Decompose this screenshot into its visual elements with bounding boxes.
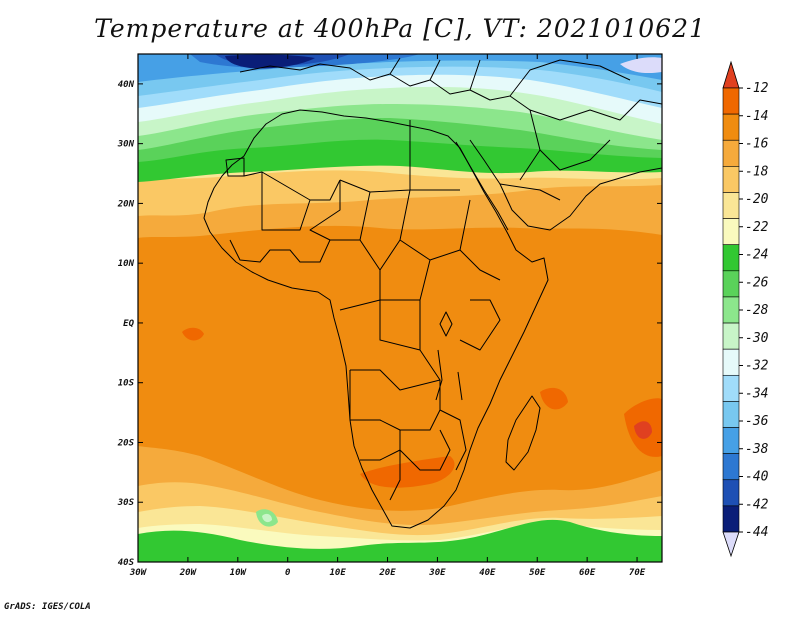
madagascar-coastline bbox=[505, 395, 541, 471]
colorbar-label: -28 bbox=[745, 303, 769, 318]
border-mozambique bbox=[439, 409, 467, 471]
colorbar-swatch bbox=[722, 479, 740, 507]
lon-tick-label: 30E bbox=[428, 568, 446, 578]
lon-tick-label: 30W bbox=[129, 568, 148, 578]
lon-tick-label: 20E bbox=[378, 568, 396, 578]
lat-tick-label: 30N bbox=[117, 140, 135, 150]
temp-spot-hot-indian-ocean bbox=[634, 421, 652, 439]
middle-east-coast bbox=[469, 139, 662, 231]
border-southern-africa bbox=[360, 429, 451, 501]
colorbar-swatch bbox=[722, 374, 740, 402]
map-frame bbox=[137, 53, 663, 563]
lon-tick-label: 10E bbox=[329, 568, 346, 578]
red-sea-coast bbox=[455, 141, 509, 231]
colorbar-swatch bbox=[722, 322, 740, 350]
colorbar-label: -22 bbox=[745, 220, 769, 235]
grads-credit: GrADS: IGES/COLA bbox=[4, 602, 91, 612]
border-arabia bbox=[499, 149, 561, 201]
colorbar-label: -36 bbox=[745, 414, 769, 429]
colorbar-swatch bbox=[722, 427, 740, 454]
lat-tick-label: 20N bbox=[117, 199, 135, 209]
colorbar-swatch bbox=[722, 192, 740, 219]
colorbar-label: -30 bbox=[745, 331, 769, 346]
temp-spot-warm-southern-africa bbox=[360, 456, 455, 488]
temperature-field bbox=[138, 54, 662, 562]
lat-tick-label: 30S bbox=[117, 498, 135, 508]
border-niger-chad bbox=[309, 180, 371, 241]
border-libya-egypt bbox=[339, 120, 460, 193]
colorbar-label: -38 bbox=[745, 442, 769, 457]
colorbar-swatch bbox=[722, 244, 740, 272]
colorbar-top-triangle bbox=[722, 60, 740, 89]
lon-tick-label: 60E bbox=[579, 568, 596, 578]
colorbar-swatch bbox=[722, 505, 740, 533]
colorbar-label: -18 bbox=[745, 164, 769, 179]
lat-tick-label: 10N bbox=[118, 259, 135, 269]
temp-spot-south-pale-green bbox=[262, 513, 272, 523]
lat-tick-label: 40S bbox=[118, 558, 135, 568]
lon-tick-label: 50E bbox=[529, 568, 546, 578]
colorbar-label: -12 bbox=[745, 81, 769, 96]
colorbar-swatch bbox=[722, 87, 740, 115]
lon-tick-label: 40E bbox=[479, 568, 496, 578]
colorbar-label: -14 bbox=[745, 109, 768, 124]
lat-tick-label: 40N bbox=[118, 80, 135, 90]
colorbar-swatch bbox=[722, 296, 740, 324]
colorbar: -12 -14 -16 -18 -20 -22 -24 -26 -28 -30 -32 -34 -36 -… bbox=[722, 60, 769, 558]
latitude-axis: 40N 30N 20N 10N EQ 10S 20S 30S 40S bbox=[117, 80, 662, 568]
border-central bbox=[359, 239, 431, 301]
great-lakes bbox=[435, 311, 463, 401]
colorbar-swatch bbox=[722, 348, 740, 376]
colorbar-bottom-triangle bbox=[722, 531, 740, 558]
colorbar-swatch bbox=[722, 113, 740, 141]
longitude-axis: 30W 20W 10W 0 10E 20E 30E 40E 50E 60E 70E bbox=[129, 54, 646, 578]
map-title: Temperature at 400hPa [C], VT: 202101062… bbox=[94, 14, 706, 43]
colorbar-label: -32 bbox=[745, 359, 769, 374]
colorbar-label: -24 bbox=[745, 248, 768, 263]
border-east-africa bbox=[459, 249, 501, 351]
temp-core-north-navy bbox=[225, 54, 315, 69]
lat-tick-label: 20S bbox=[117, 438, 135, 448]
temp-band-south-green bbox=[138, 519, 662, 562]
colorbar-swatch bbox=[722, 166, 740, 193]
border-middle-east bbox=[509, 95, 662, 171]
border-congo bbox=[339, 299, 441, 391]
colorbar-label: -40 bbox=[745, 470, 769, 485]
lat-tick-label: 10S bbox=[118, 379, 135, 389]
colorbar-label: -16 bbox=[745, 137, 769, 152]
colorbar-label: -42 bbox=[745, 497, 769, 512]
colorbar-swatch bbox=[722, 139, 740, 167]
colorbar-label: -34 bbox=[745, 386, 768, 401]
colorbar-swatch bbox=[722, 401, 740, 428]
border-west-africa bbox=[229, 239, 331, 263]
border-sahel bbox=[261, 172, 311, 231]
temp-spot-warm-atlantic bbox=[182, 327, 204, 341]
temp-spot-warm-madagascar-east bbox=[540, 387, 568, 410]
temp-core-north-east-lilac bbox=[620, 57, 662, 74]
lon-tick-label: 0 bbox=[285, 568, 291, 578]
colorbar-swatch bbox=[722, 453, 740, 481]
border-europe bbox=[389, 57, 631, 97]
colorbar-label: -20 bbox=[745, 192, 769, 207]
coastlines-and-borders bbox=[203, 57, 662, 529]
lon-tick-label: 20W bbox=[179, 568, 198, 578]
colorbar-swatch bbox=[722, 218, 740, 246]
africa-coastline bbox=[203, 109, 549, 529]
lat-tick-label: EQ bbox=[123, 319, 134, 329]
colorbar-swatch bbox=[722, 270, 740, 298]
colorbar-label: -44 bbox=[745, 525, 768, 540]
lon-tick-label: 10W bbox=[230, 568, 248, 578]
lon-tick-label: 70E bbox=[629, 568, 646, 578]
colorbar-label: -26 bbox=[745, 275, 769, 290]
